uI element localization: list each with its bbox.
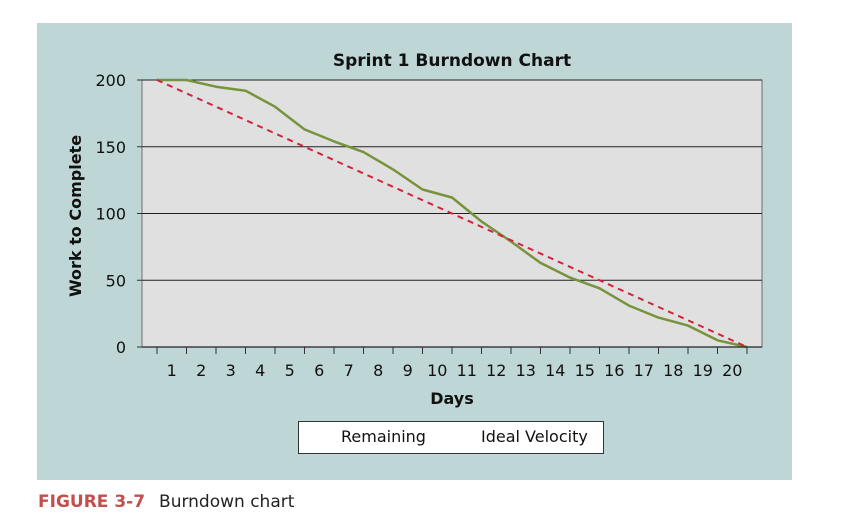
figure-caption-text: Burndown chart: [159, 492, 295, 512]
x-tick-label-3: 3: [226, 361, 236, 380]
figure-caption: FIGURE 3-7 Burndown chart: [38, 492, 294, 512]
series-line-ideal-velocity: [156, 79, 748, 348]
legend-label-ideal-velocity: Ideal Velocity: [481, 427, 588, 446]
y-tick-label-50: 50: [106, 271, 126, 290]
chart-title: Sprint 1 Burndown Chart: [333, 51, 571, 71]
x-tick-label-19: 19: [693, 361, 713, 380]
y-axis-label: Work to Complete: [66, 135, 85, 297]
x-tick-label-20: 20: [722, 361, 742, 380]
x-tick-label-13: 13: [516, 361, 536, 380]
x-tick-label-1: 1: [167, 361, 177, 380]
y-tick-label-200: 200: [95, 71, 126, 90]
x-axis-label: Days: [430, 389, 474, 408]
series-line-remaining: [157, 78, 748, 349]
x-tick-label-14: 14: [545, 361, 565, 380]
x-tick-label-10: 10: [427, 361, 447, 380]
x-tick-label-5: 5: [285, 361, 295, 380]
x-tick-label-2: 2: [196, 361, 206, 380]
x-tick-label-17: 17: [634, 361, 654, 380]
figure-number: FIGURE 3-7: [38, 492, 146, 512]
x-tick-label-4: 4: [255, 361, 265, 380]
x-tick-label-9: 9: [403, 361, 413, 380]
x-tick-label-8: 8: [373, 361, 383, 380]
y-tick-label-150: 150: [95, 138, 126, 157]
series-lines: [156, 78, 748, 349]
x-tick-label-6: 6: [314, 361, 324, 380]
x-tick-label-16: 16: [604, 361, 624, 380]
x-tick-label-15: 15: [575, 361, 595, 380]
x-tick-label-7: 7: [344, 361, 354, 380]
chart-legend: Remaining Ideal Velocity: [298, 421, 604, 454]
legend-label-remaining: Remaining: [341, 427, 426, 446]
x-tick-label-12: 12: [486, 361, 506, 380]
y-tick-label-100: 100: [95, 205, 126, 224]
x-tick-label-11: 11: [457, 361, 477, 380]
y-tick-label-0: 0: [116, 338, 126, 357]
x-tick-label-18: 18: [663, 361, 683, 380]
